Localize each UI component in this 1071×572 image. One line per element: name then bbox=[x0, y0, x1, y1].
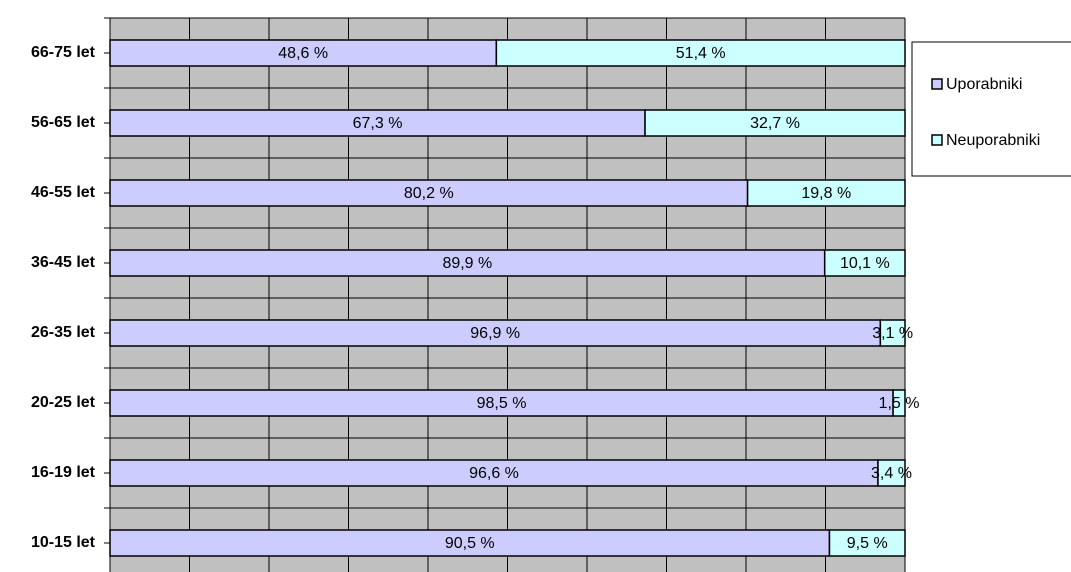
bar-segment bbox=[892, 389, 906, 417]
bar-segment bbox=[109, 319, 882, 347]
data-label: 67,3 % bbox=[353, 115, 403, 132]
data-label: 32,7 % bbox=[750, 115, 800, 132]
data-label: 51,4 % bbox=[676, 45, 726, 62]
data-label: 19,8 % bbox=[801, 185, 851, 202]
bar-segment bbox=[109, 109, 646, 137]
data-label: 48,6 % bbox=[278, 45, 328, 62]
y-tick-label: 16-19 let bbox=[31, 464, 96, 481]
bar-segment bbox=[879, 319, 906, 347]
data-label: 9,5 % bbox=[847, 535, 888, 552]
data-label: 90,5 % bbox=[445, 535, 495, 552]
bar-segment bbox=[495, 39, 906, 67]
y-tick-label: 26-35 let bbox=[31, 324, 96, 341]
bar-segment bbox=[823, 249, 906, 277]
data-label: 96,9 % bbox=[470, 325, 520, 342]
y-tick-label: 36-45 let bbox=[31, 254, 96, 271]
data-label: 80,2 % bbox=[404, 185, 454, 202]
data-label: 96,6 % bbox=[469, 465, 519, 482]
bar-segment bbox=[746, 179, 906, 207]
y-tick-label: 10-15 let bbox=[31, 534, 96, 551]
data-label: 3,1 % bbox=[872, 325, 913, 342]
legend-label: Neuporabniki bbox=[946, 132, 1040, 149]
legend-label: Uporabniki bbox=[946, 76, 1022, 93]
data-label: 89,9 % bbox=[442, 255, 492, 272]
data-label: 98,5 % bbox=[477, 395, 527, 412]
bar-segment bbox=[109, 389, 894, 417]
y-tick-label: 46-55 let bbox=[31, 184, 96, 201]
y-tick-label: 56-65 let bbox=[31, 114, 96, 131]
bar-segment bbox=[644, 109, 906, 137]
legend-box bbox=[911, 41, 1071, 177]
data-label: 3,4 % bbox=[871, 465, 912, 482]
data-label: 10,1 % bbox=[840, 255, 890, 272]
data-label: 1,5 % bbox=[879, 395, 920, 412]
bar-segment bbox=[109, 249, 826, 277]
legend-swatch bbox=[931, 78, 943, 90]
bar-segment bbox=[877, 459, 906, 487]
legend-swatch bbox=[931, 134, 943, 146]
y-tick-label: 66-75 let bbox=[31, 44, 96, 61]
y-tick-label: 20-25 let bbox=[31, 394, 96, 411]
bar-segment bbox=[828, 529, 906, 557]
bar-segment bbox=[109, 179, 749, 207]
bar-segment bbox=[109, 39, 498, 67]
